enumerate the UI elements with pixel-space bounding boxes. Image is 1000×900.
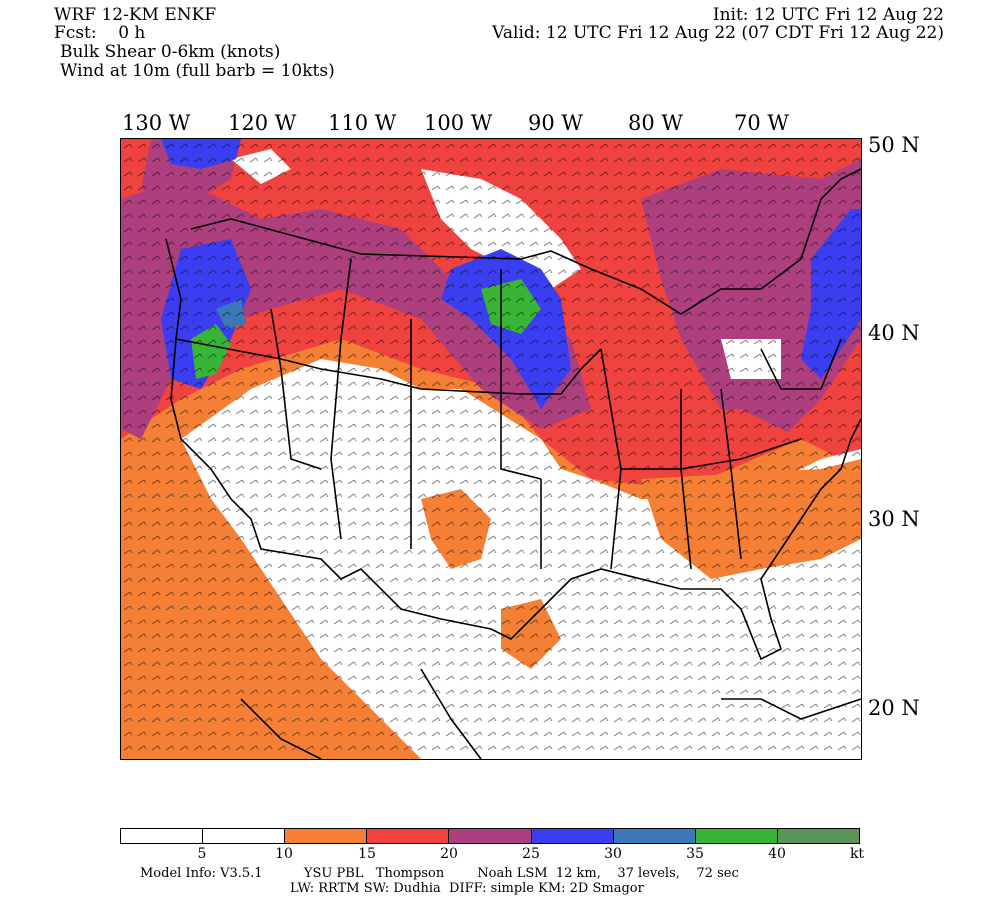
forecast-hour: Fcst: 0 h bbox=[54, 23, 146, 43]
colorbar-tick: 5 bbox=[197, 846, 207, 862]
colorbar-swatch bbox=[284, 829, 367, 843]
colorbar-tick: 30 bbox=[604, 846, 622, 862]
colorbar-swatch bbox=[612, 829, 695, 843]
colorbar-swatch bbox=[202, 829, 285, 843]
colorbar-swatch bbox=[366, 829, 449, 843]
lat-label: 40 N bbox=[868, 321, 920, 345]
lon-label: 110 W bbox=[328, 111, 397, 135]
colorbar-tick: 20 bbox=[440, 846, 458, 862]
variable-title: Bulk Shear 0-6km (knots) bbox=[60, 42, 281, 62]
colorbar-swatch bbox=[530, 829, 613, 843]
colorbar-swatch bbox=[121, 829, 203, 843]
model-title: WRF 12-KM ENKF bbox=[54, 5, 217, 25]
colorbar-swatch bbox=[776, 829, 859, 843]
colorbar-tick: 10 bbox=[275, 846, 293, 862]
colorbar-tick: 35 bbox=[686, 846, 704, 862]
colorbar-tick: 15 bbox=[358, 846, 376, 862]
colorbar-tick: 40 bbox=[768, 846, 786, 862]
lat-label: 20 N bbox=[868, 696, 920, 720]
physics-info: LW: RRTM SW: Dudhia DIFF: simple KM: 2D … bbox=[290, 881, 644, 896]
lon-label: 70 W bbox=[734, 111, 789, 135]
lon-label: 130 W bbox=[122, 111, 191, 135]
model-info: Model Info: V3.5.1 YSU PBL Thompson Noah… bbox=[140, 866, 739, 881]
lat-label: 30 N bbox=[868, 507, 920, 531]
wind-title: Wind at 10m (full barb = 10kts) bbox=[60, 61, 335, 81]
colorbar bbox=[120, 828, 860, 844]
lon-label: 80 W bbox=[628, 111, 683, 135]
colorbar-swatch bbox=[448, 829, 531, 843]
init-time: Init: 12 UTC Fri 12 Aug 22 bbox=[712, 5, 944, 25]
colorbar-tick: 25 bbox=[522, 846, 540, 862]
shear-map bbox=[120, 138, 862, 760]
colorbar-swatch bbox=[694, 829, 777, 843]
lat-label: 50 N bbox=[868, 133, 920, 157]
lon-label: 90 W bbox=[528, 111, 583, 135]
lon-label: 120 W bbox=[228, 111, 297, 135]
valid-time: Valid: 12 UTC Fri 12 Aug 22 (07 CDT Fri … bbox=[492, 23, 944, 43]
wind-barbs bbox=[121, 139, 861, 759]
colorbar-unit: kt bbox=[849, 846, 865, 862]
state-boundaries bbox=[165, 168, 861, 759]
lon-label: 100 W bbox=[424, 111, 493, 135]
map-canvas bbox=[121, 139, 861, 759]
